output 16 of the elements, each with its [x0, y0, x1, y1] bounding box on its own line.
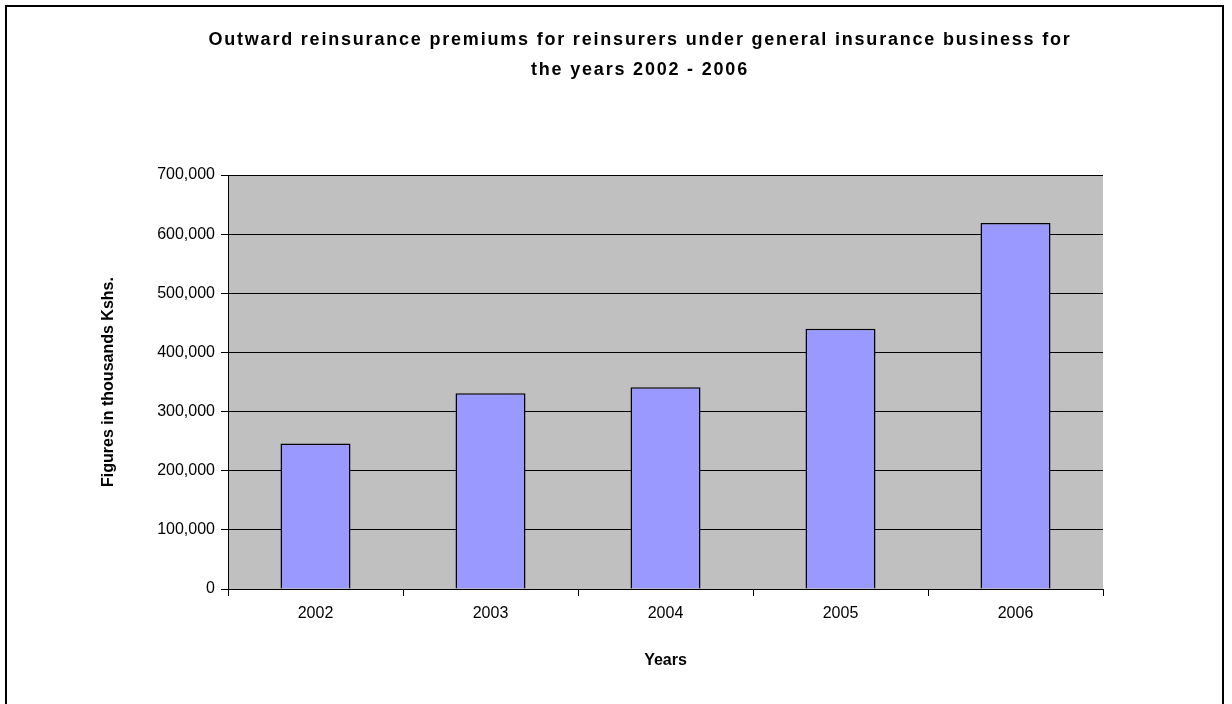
x-tick-label: 2006 [997, 604, 1034, 622]
y-tick-label: 100,000 [157, 520, 216, 538]
x-tick-label: 2005 [822, 604, 859, 622]
x-tick-label: 2002 [297, 604, 334, 622]
chart-title: Outward reinsurance premiums for reinsurers under general insurance business for the years 2002 - 2006 [207, 28, 1073, 81]
y-tick-label: 400,000 [157, 342, 216, 360]
y-tick-label: 0 [206, 579, 216, 597]
x-tick-label: 2004 [647, 604, 684, 622]
x-tick-label: 2003 [472, 604, 509, 622]
y-axis-title: Figures in thousands Kshs. [99, 277, 117, 487]
y-tick-label: 700,000 [157, 165, 216, 183]
y-tick-label: 500,000 [157, 283, 216, 301]
y-tick-label: 600,000 [157, 224, 216, 242]
y-tick-label: 200,000 [157, 461, 216, 479]
x-axis-title: Years [644, 650, 687, 668]
y-tick-label: 300,000 [157, 401, 216, 419]
